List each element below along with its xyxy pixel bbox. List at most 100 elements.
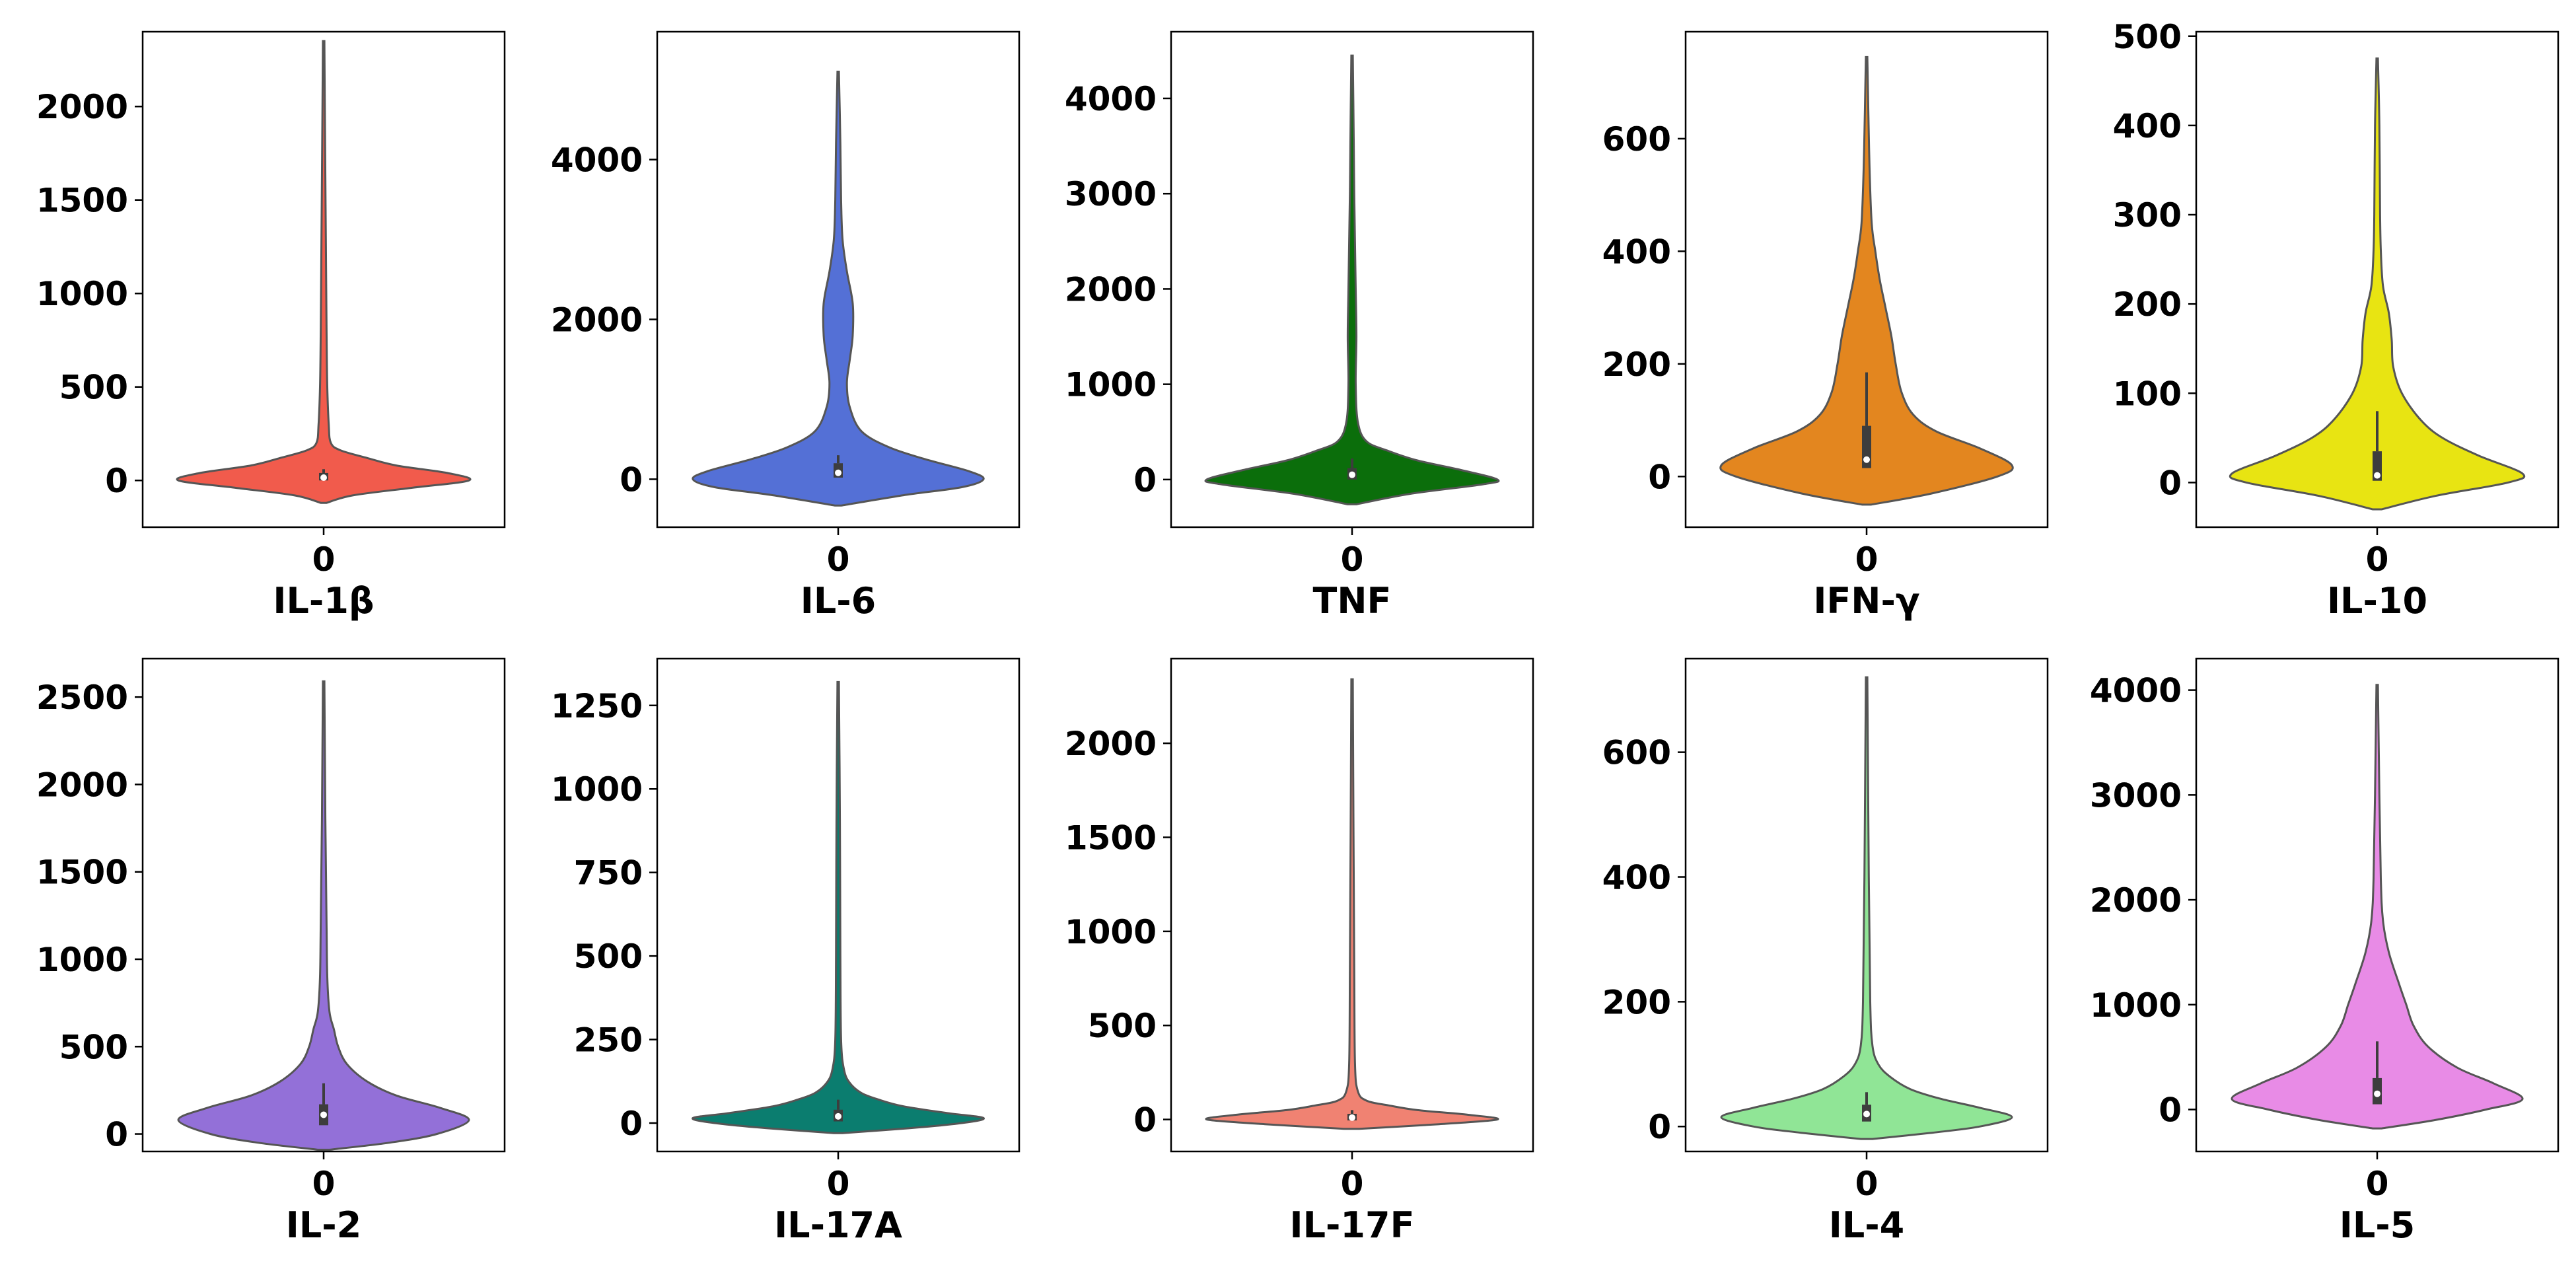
y-tick-label: 0 xyxy=(105,1116,128,1154)
y-tick-label: 1000 xyxy=(1065,913,1157,951)
y-tick-label: 2500 xyxy=(36,678,128,717)
y-tick-label: 0 xyxy=(620,1105,643,1143)
y-tick-label: 4000 xyxy=(2090,672,2182,710)
y-tick-label: 500 xyxy=(574,937,643,976)
violin-median xyxy=(1349,471,1355,478)
violin-median xyxy=(835,469,841,476)
x-tick-label: 0 xyxy=(1341,1165,1364,1203)
violin-body xyxy=(1204,54,1500,505)
x-axis-label: IL-17A xyxy=(774,1204,902,1246)
x-axis-label: IFN-γ xyxy=(1813,580,1919,622)
violin-median xyxy=(835,1112,841,1120)
violin-body xyxy=(2231,684,2524,1130)
x-tick-label: 0 xyxy=(827,1165,850,1203)
y-tick-label: 500 xyxy=(59,1028,128,1066)
x-axis-label: TNF xyxy=(1313,580,1392,622)
violin-median xyxy=(1349,1114,1355,1121)
x-tick-label: 0 xyxy=(827,540,850,579)
x-axis-label: IL-17F xyxy=(1290,1204,1415,1246)
y-tick-label: 0 xyxy=(2159,464,2182,502)
y-tick-label: 2000 xyxy=(36,88,128,126)
x-axis-label: IL-2 xyxy=(286,1204,362,1246)
y-tick-label: 0 xyxy=(2159,1091,2182,1130)
y-tick-label: 1250 xyxy=(551,687,643,725)
y-tick-label: 200 xyxy=(2113,285,2182,324)
x-axis-label: IL-6 xyxy=(801,580,877,622)
y-tick-label: 500 xyxy=(2113,18,2182,56)
y-tick-label: 500 xyxy=(59,369,128,407)
y-tick-label: 1500 xyxy=(36,854,128,892)
y-tick-label: 0 xyxy=(1648,458,1671,496)
y-tick-label: 0 xyxy=(105,462,128,500)
y-tick-label: 0 xyxy=(1648,1108,1671,1146)
y-tick-label: 0 xyxy=(620,460,643,499)
violin-body xyxy=(1719,55,2014,506)
y-tick-label: 1000 xyxy=(2090,986,2182,1025)
y-tick-label: 500 xyxy=(1088,1007,1157,1045)
violin-body xyxy=(692,680,985,1134)
y-tick-label: 2000 xyxy=(551,301,643,339)
y-tick-label: 400 xyxy=(1602,859,1671,897)
y-tick-label: 300 xyxy=(2113,196,2182,235)
x-tick-label: 0 xyxy=(312,1165,336,1203)
y-tick-label: 1000 xyxy=(36,275,128,313)
y-tick-label: 600 xyxy=(1602,734,1671,772)
violin-body xyxy=(1205,678,1499,1130)
x-axis-label: IL-4 xyxy=(1829,1204,1905,1246)
y-tick-label: 1500 xyxy=(36,182,128,220)
y-tick-label: 750 xyxy=(574,854,643,892)
y-tick-label: 600 xyxy=(1602,120,1671,159)
x-tick-label: 0 xyxy=(2366,540,2389,579)
violin-median xyxy=(320,1111,327,1118)
y-tick-label: 4000 xyxy=(551,141,643,180)
x-tick-label: 0 xyxy=(1855,1165,1878,1203)
y-tick-label: 2000 xyxy=(1065,725,1157,763)
violin-median xyxy=(320,474,327,481)
y-tick-label: 250 xyxy=(574,1021,643,1060)
y-tick-label: 4000 xyxy=(1065,80,1157,118)
x-tick-label: 0 xyxy=(2366,1165,2389,1203)
violin-body xyxy=(1720,676,2013,1140)
violin-median xyxy=(2374,1090,2380,1097)
y-tick-label: 400 xyxy=(2113,107,2182,145)
y-tick-label: 0 xyxy=(1133,1101,1157,1140)
y-tick-label: 2000 xyxy=(2090,881,2182,920)
x-axis-label: IL-5 xyxy=(2340,1204,2415,1246)
y-tick-label: 2000 xyxy=(36,766,128,804)
violin-body xyxy=(2229,57,2526,511)
y-tick-label: 400 xyxy=(1602,233,1671,271)
x-tick-label: 0 xyxy=(312,540,336,579)
violin-median xyxy=(2374,472,2380,479)
y-tick-label: 100 xyxy=(2113,375,2182,413)
y-tick-label: 3000 xyxy=(2090,776,2182,815)
x-tick-label: 0 xyxy=(1855,540,1878,579)
y-tick-label: 1000 xyxy=(1065,366,1157,404)
violin-body xyxy=(176,40,472,504)
y-tick-label: 2000 xyxy=(1065,270,1157,309)
violin-median xyxy=(1863,456,1870,463)
x-axis-label: IL-1β xyxy=(273,580,374,622)
y-tick-label: 200 xyxy=(1602,346,1671,384)
violin-body xyxy=(692,71,985,507)
y-tick-label: 1500 xyxy=(1065,819,1157,857)
violin-median xyxy=(1863,1111,1870,1118)
y-tick-label: 3000 xyxy=(1065,175,1157,213)
y-tick-label: 0 xyxy=(1133,461,1157,499)
x-tick-label: 0 xyxy=(1341,540,1364,579)
x-axis-label: IL-10 xyxy=(2327,580,2427,622)
y-tick-label: 200 xyxy=(1602,983,1671,1021)
y-tick-label: 1000 xyxy=(551,770,643,809)
y-tick-label: 1000 xyxy=(36,941,128,979)
violin-body xyxy=(177,680,470,1151)
